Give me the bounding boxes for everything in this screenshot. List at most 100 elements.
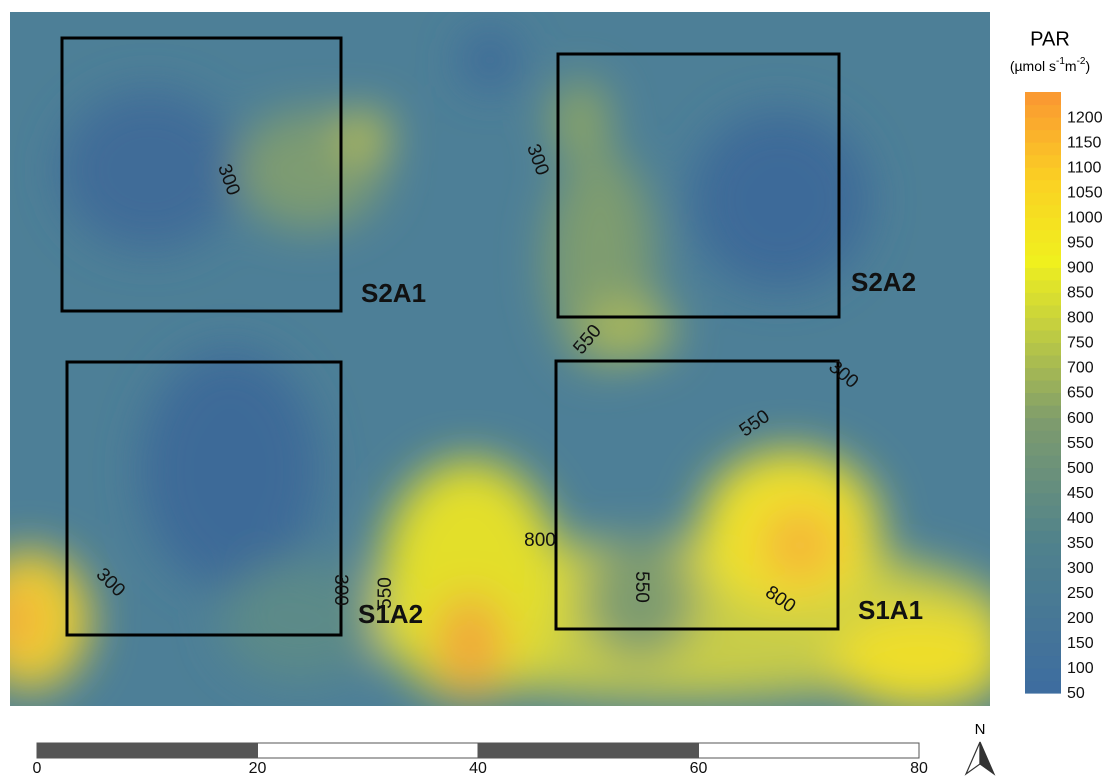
colorbar-label: 450 — [1067, 485, 1094, 502]
colorbar-band — [1025, 442, 1061, 456]
scale-label: 20 — [249, 760, 267, 777]
colorbar-label: 250 — [1067, 585, 1094, 602]
colorbar-band — [1025, 455, 1061, 469]
colorbar-band — [1025, 142, 1061, 156]
contour-label: 550 — [631, 571, 652, 603]
scale-bar: 0 20 40 60 80 — [33, 742, 928, 777]
plot-label: S2A1 — [361, 278, 426, 308]
plot-box — [65, 360, 343, 637]
colorbar-band — [1025, 367, 1061, 381]
colorbar-band — [1025, 292, 1061, 306]
contour-label: 800 — [524, 530, 556, 551]
colorbar-label: 100 — [1067, 660, 1094, 677]
unit-part: -2 — [1077, 56, 1086, 67]
colorbar-band — [1025, 267, 1061, 281]
scale-segment — [477, 742, 699, 759]
colorbar-band — [1025, 630, 1061, 644]
scale-segment — [36, 742, 258, 759]
colorbar-band — [1025, 329, 1061, 344]
colorbar-band — [1025, 592, 1061, 606]
colorbar-band — [1025, 617, 1061, 631]
colorbar-band — [1025, 605, 1061, 619]
colorbar-band — [1025, 379, 1061, 394]
colorbar-label: 1000 — [1067, 209, 1103, 226]
colorbar-band — [1025, 655, 1061, 669]
colorbar-band — [1025, 179, 1061, 193]
scale-label: 0 — [33, 760, 42, 777]
colorbar-label: 750 — [1067, 335, 1094, 352]
colorbar-label: 350 — [1067, 535, 1094, 552]
plot-box — [556, 52, 841, 319]
plot-box — [554, 359, 840, 631]
colorbar-label: 800 — [1067, 310, 1094, 327]
colorbar-band — [1025, 229, 1061, 243]
colorbar-band — [1025, 129, 1061, 143]
plot-boxes — [60, 36, 841, 637]
colorbar-label: 950 — [1067, 234, 1094, 251]
colorbar-label: 650 — [1067, 385, 1094, 402]
unit-part: (µmol s — [1010, 58, 1056, 74]
colorbar-band — [1025, 505, 1061, 519]
colorbar-band — [1025, 680, 1061, 694]
north-arrow: N — [964, 721, 996, 776]
colorbar-label: 1200 — [1067, 109, 1103, 126]
colorbar-band — [1025, 517, 1061, 531]
colorbar-label: 850 — [1067, 285, 1094, 302]
colorbar-label: 200 — [1067, 610, 1094, 627]
colorbar-band — [1025, 392, 1061, 406]
colorbar-band — [1025, 542, 1061, 556]
unit-part: -1 — [1056, 56, 1065, 67]
colorbar-label: 150 — [1067, 635, 1094, 652]
colorbar-band — [1025, 530, 1061, 544]
scale-label: 60 — [690, 760, 708, 777]
colorbar-band — [1025, 92, 1061, 106]
colorbar-band — [1025, 354, 1061, 369]
colorbar-band — [1025, 480, 1061, 494]
colorbar-band — [1025, 342, 1061, 356]
scale-label: 80 — [910, 760, 928, 777]
colorbar-band — [1025, 430, 1061, 444]
contour-label: 300 — [330, 574, 351, 606]
colorbar-label: 400 — [1067, 510, 1094, 527]
contour-label: 550 — [375, 577, 396, 609]
colorbar-band — [1025, 204, 1061, 218]
colorbar-band — [1025, 104, 1061, 118]
colorbar-band — [1025, 642, 1061, 657]
colorbar-band — [1025, 667, 1061, 682]
plot-label: S1A2 — [358, 599, 423, 629]
colorbar-band — [1025, 192, 1061, 206]
colorbar-label: 600 — [1067, 410, 1094, 427]
scale-segment — [698, 742, 920, 759]
colorbar-label: 700 — [1067, 360, 1094, 377]
colorbar-band — [1025, 467, 1061, 481]
colorbar-label: 1050 — [1067, 184, 1103, 201]
scale-label: 40 — [469, 760, 487, 777]
colorbar-label: 1150 — [1067, 134, 1102, 151]
colorbar-band — [1025, 217, 1061, 231]
legend-unit: (µmol s-1m-2) — [1010, 56, 1090, 74]
north-label: N — [975, 721, 986, 738]
colorbar-band — [1025, 154, 1061, 168]
colorbar-label: 300 — [1067, 560, 1094, 577]
colorbar-band — [1025, 405, 1061, 419]
colorbar-band — [1025, 317, 1061, 331]
colorbar-band — [1025, 117, 1061, 131]
colorbar-band — [1025, 242, 1061, 256]
par-surface — [10, 12, 990, 706]
plot-label: S2A2 — [851, 267, 916, 297]
plot-label: S1A1 — [858, 595, 923, 625]
colorbar-label: 50 — [1067, 685, 1085, 702]
unit-part: ) — [1086, 58, 1091, 74]
colorbar-label: 500 — [1067, 460, 1094, 477]
colorbar-band — [1025, 555, 1061, 569]
colorbar-band — [1025, 567, 1061, 581]
colorbar-label: 550 — [1067, 435, 1094, 452]
legend-title: PAR — [1030, 28, 1070, 50]
colorbar-band — [1025, 492, 1061, 506]
colorbar: 50 100 150 200 250 300 350 400 450 500 550 600 650 70… — [1025, 92, 1103, 702]
colorbar-band — [1025, 254, 1061, 268]
scale-segment — [257, 742, 479, 759]
colorbar-band — [1025, 580, 1061, 594]
unit-part: m — [1065, 58, 1077, 74]
